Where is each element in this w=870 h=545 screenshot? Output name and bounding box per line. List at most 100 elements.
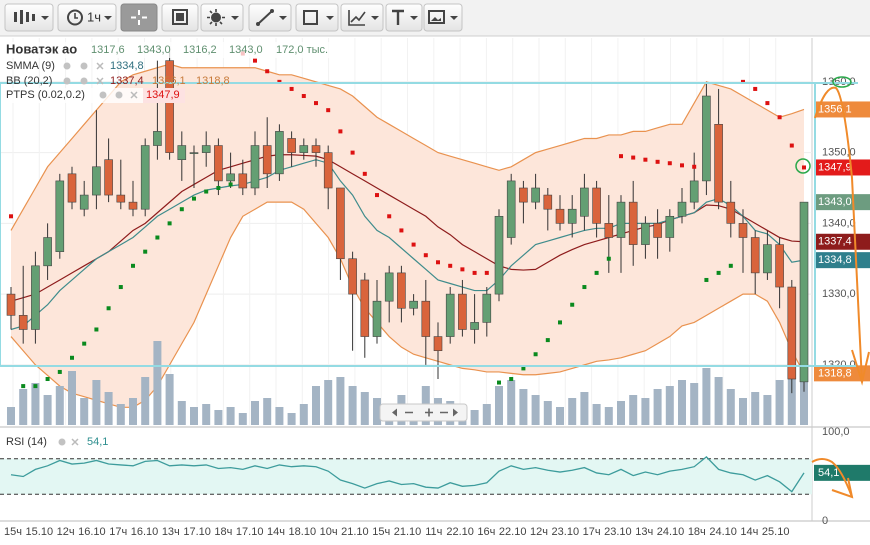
volume-bar [482,404,491,425]
candle-body [92,166,101,196]
x-tick-label: 12ч [530,526,548,538]
ptps-dot [423,253,428,258]
volume-bar [507,380,516,425]
ptps-dot [131,263,135,268]
candle-body [555,208,565,224]
volume-bar [519,389,528,425]
ptps-dot [94,327,99,332]
x-tick-label: 23.10 [552,526,580,538]
y-tick-label: 1360,0 [822,76,856,88]
candle-body [433,336,443,352]
line-tool-button[interactable] [248,3,292,32]
ptps-dot [21,384,26,389]
volume-bar [763,395,772,425]
volume-bar [543,401,552,425]
volume-bar [129,398,137,425]
volume-bar [787,377,796,425]
y-tick-label: 1350,0 [822,147,856,159]
x-tick-label: 25.10 [762,526,790,538]
ptps-dot [155,235,160,240]
volume-bar [592,404,601,425]
volume-bar [690,383,699,425]
ptps-dot [411,242,416,247]
legend-open: 1317,6 [91,44,125,56]
price-badge-label: 1347,9 [818,161,852,173]
fib-tool-button[interactable] [340,3,384,32]
ptps-dot [777,115,782,120]
ptps-dot [692,164,697,169]
volume-bar [238,413,247,425]
shape-tool-button[interactable] [295,3,339,32]
volume-bar [665,386,674,425]
ptps-dot [143,249,148,254]
candle-body [519,187,528,203]
volume-bar [714,377,723,425]
legend-volume: 172,0 тыс. [276,44,328,56]
y-tick-label: 1330,0 [822,288,856,300]
x-tick-label: 14ч [740,526,758,538]
text-tool-button[interactable] [385,3,423,32]
volume-bar [617,401,625,425]
indicator-value: 1337,4 [110,75,144,87]
ptps-dot [70,355,74,360]
candle-body [140,145,150,210]
ptps-dot [350,150,355,155]
x-tick-label: 15ч [4,526,22,538]
volume-bar [275,407,284,425]
candle-body [714,124,723,203]
candle-body [641,223,650,245]
ptps-dot [82,341,87,346]
ptps-dot [277,79,282,84]
ptps-dot [606,256,611,261]
volume-bar [153,341,162,425]
rsi-badge-label: 54,1 [818,467,839,479]
volume-bar [214,410,223,425]
ptps-dot [216,185,221,190]
interval-button[interactable]: 1ч [57,3,117,32]
price-badge-label: 1318,8 [818,367,852,379]
ptps-dot [472,270,477,275]
volume-bar [80,398,89,425]
candle-body [787,286,797,380]
volume-bar [324,380,333,425]
candle-body [384,272,394,302]
rsi-value: 54,1 [87,436,108,448]
ptps-dot [594,270,599,275]
volume-bar [580,392,589,425]
ptps-dot [399,228,404,233]
volume-bar [165,374,174,425]
volume-bar [263,398,272,425]
volume-bar [360,392,369,425]
ptps-dot [753,86,758,91]
crosshair-button[interactable] [120,3,158,32]
candle-body [543,194,553,210]
candle-body [445,293,455,337]
volume-bar [678,380,686,425]
volume-bar [19,389,28,425]
volume-bar [177,401,186,425]
candle-body [18,315,28,330]
x-tick-label: 18ч [214,526,232,538]
snapshot-button[interactable] [161,3,199,32]
legend-high: 1343,0 [137,44,171,56]
candle-body [250,145,260,189]
ptps-dot [765,101,770,106]
candle-body [592,187,601,224]
candle-body [238,173,248,189]
ptps-dot [106,306,111,311]
ptps-dot [204,189,209,194]
candle-body [665,215,675,238]
ptps-dot [289,86,294,91]
volume-bar [43,395,52,425]
candle-body [458,293,467,330]
x-tick-label: 17.10 [236,526,264,538]
candle-body [299,145,309,153]
scroll-controls[interactable] [379,403,468,422]
image-tool-button[interactable] [423,3,463,32]
chart-type-button[interactable] [4,3,54,32]
candle-body [494,215,504,295]
indicators-button[interactable] [200,3,244,32]
volume-bar [251,401,259,425]
candle-body [763,244,772,274]
